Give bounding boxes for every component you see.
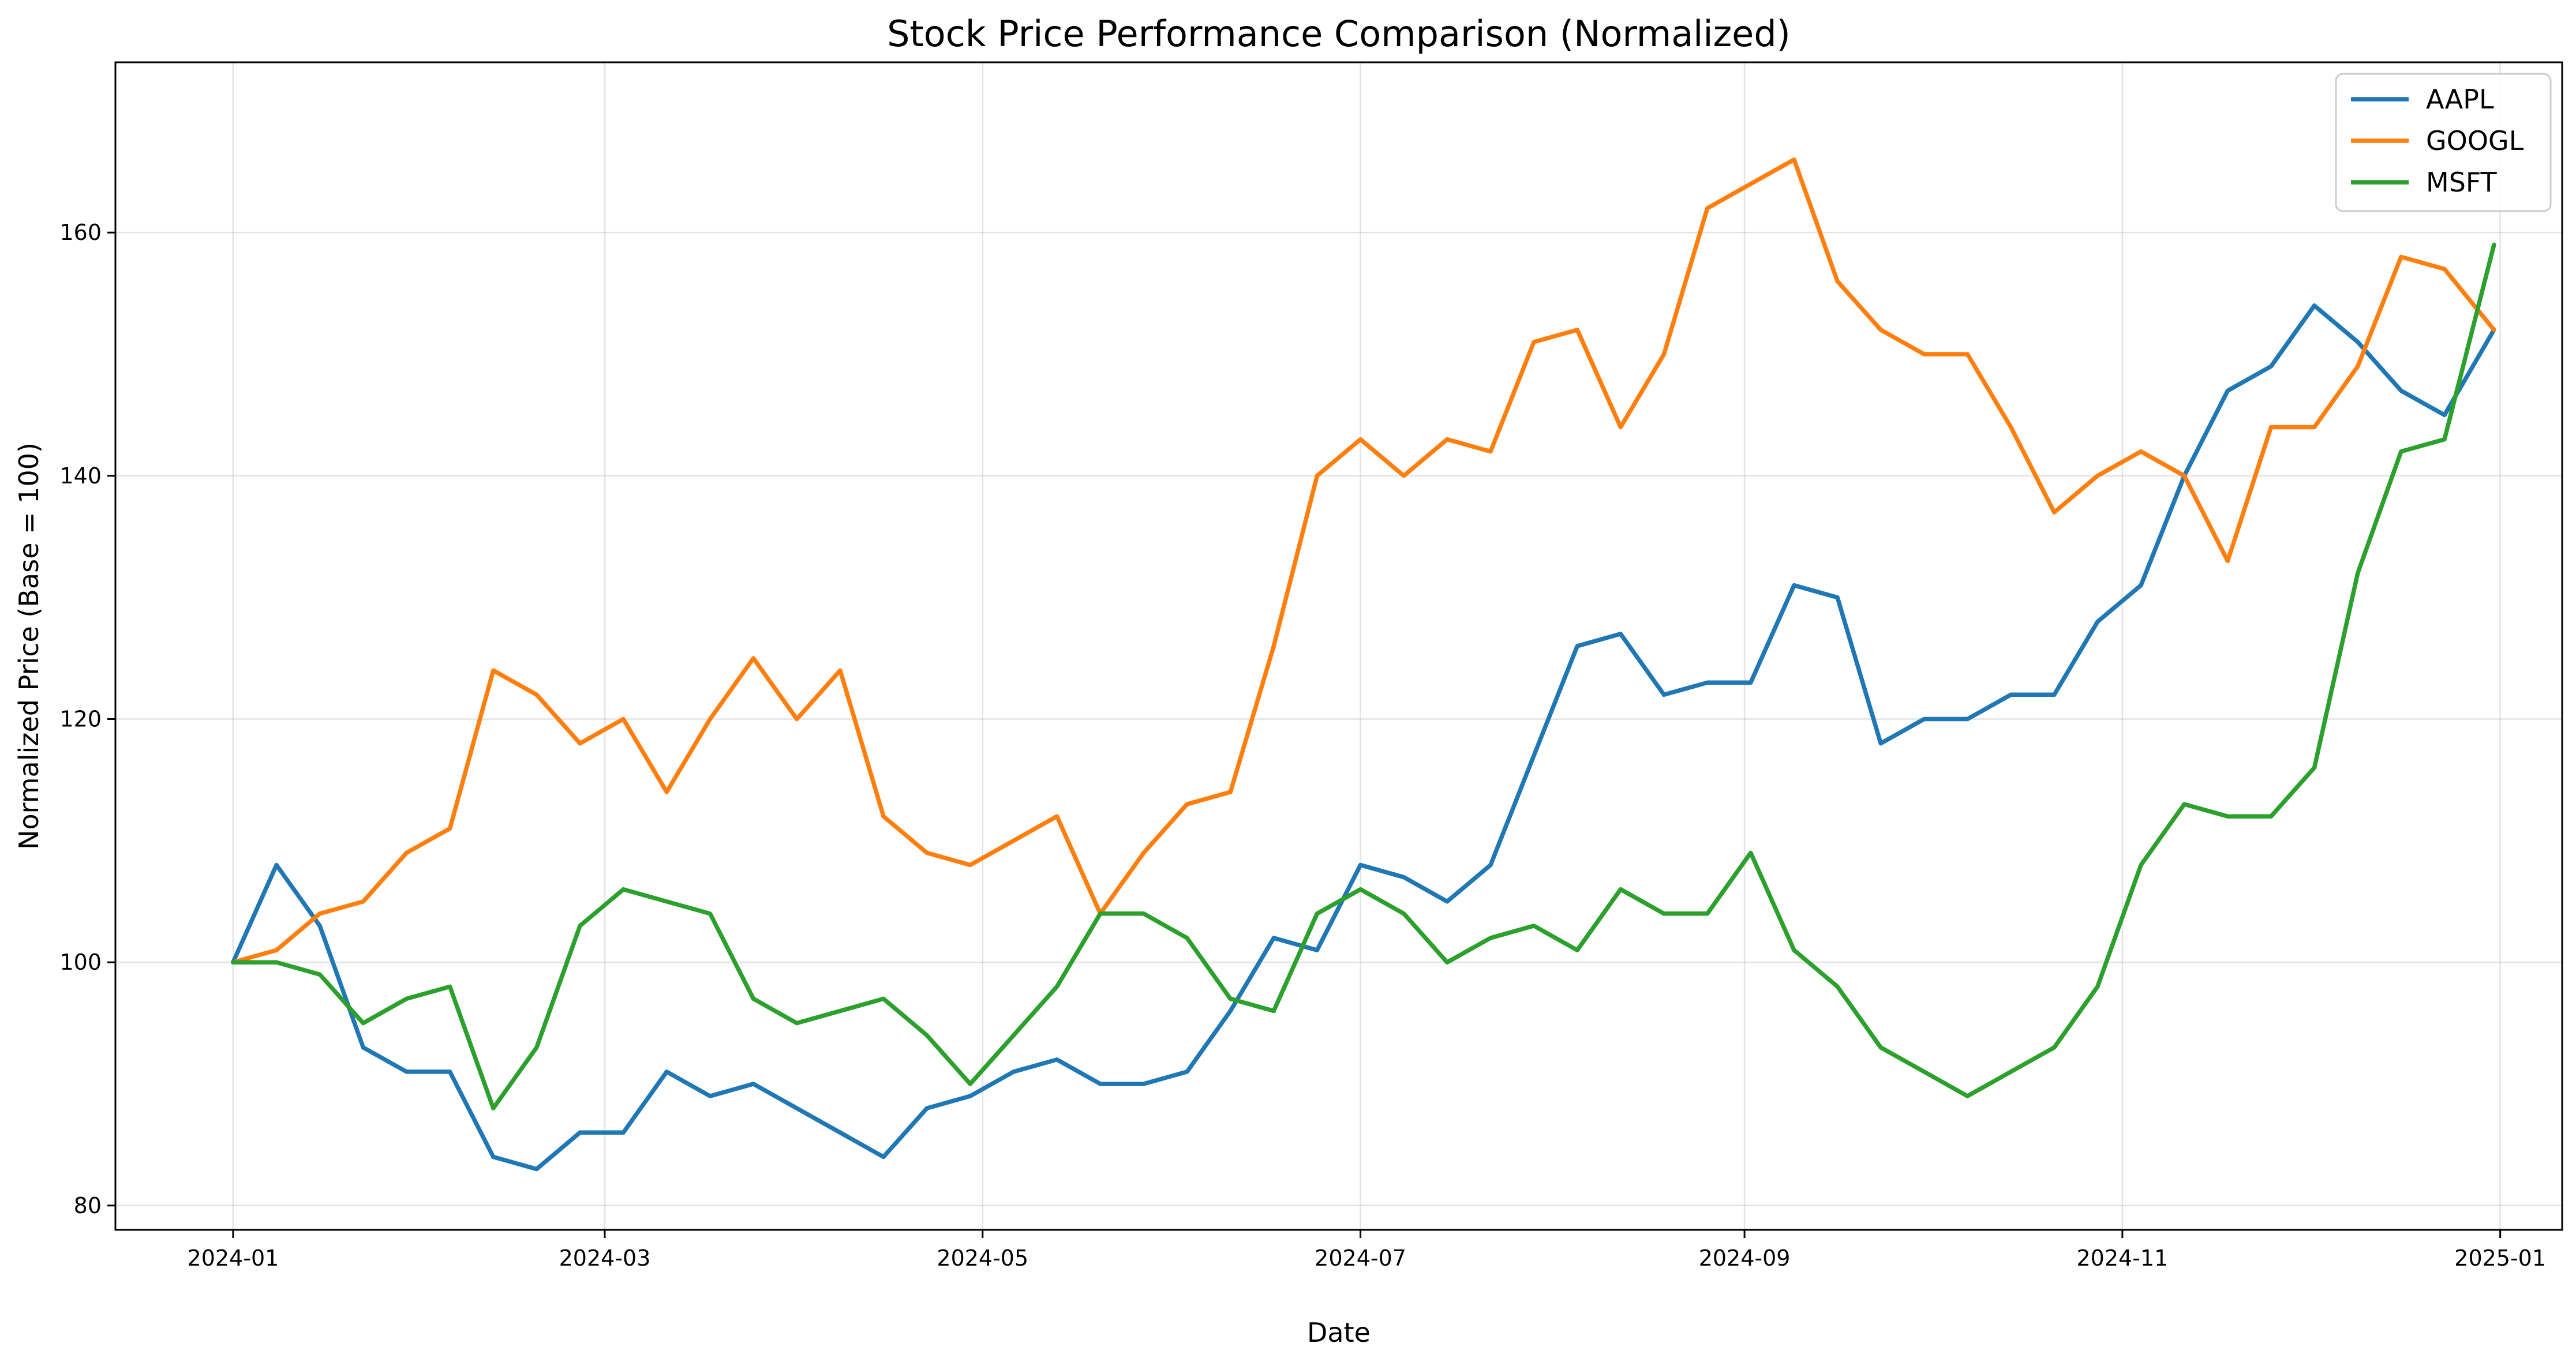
legend-label-msft: MSFT (2426, 167, 2498, 198)
plot-frame (114, 61, 2563, 1231)
x-axis-label: Date (1307, 1317, 1371, 1348)
x-tick-label: 2025-01 (2454, 1245, 2546, 1271)
legend-label-aapl: AAPL (2426, 84, 2494, 115)
x-tick-label: 2024-03 (559, 1245, 651, 1271)
x-tick-label: 2024-07 (1315, 1245, 1406, 1271)
x-gridlines (232, 62, 2501, 1230)
plot-area (114, 61, 2563, 1231)
x-tick-label: 2024-05 (937, 1245, 1028, 1271)
y-axis-ticks: 80 100 120 140 160 (59, 220, 115, 1218)
series-line-msft (231, 242, 2496, 1110)
legend-items: AAPL GOOGL MSFT (2351, 84, 2524, 198)
series-lines (231, 157, 2496, 1172)
x-tick-label: 2024-01 (188, 1245, 279, 1271)
y-axis-label: Normalized Price (Base = 100) (13, 442, 44, 850)
legend-label-googl: GOOGL (2426, 125, 2524, 156)
x-tick-label: 2024-09 (1699, 1245, 1791, 1271)
y-tick-label: 160 (59, 220, 102, 245)
y-tick-label: 120 (59, 707, 102, 732)
plot-background (115, 62, 2562, 1230)
x-tick-label: 2024-11 (2076, 1245, 2168, 1271)
series-line-aapl (231, 303, 2496, 1172)
chart-title: Stock Price Performance Comparison (Norm… (887, 13, 1791, 55)
y-tick-label: 140 (59, 463, 102, 489)
y-tick-label: 100 (59, 950, 102, 975)
legend-box (2335, 73, 2552, 212)
y-tick-label: 80 (74, 1193, 102, 1218)
y-gridlines (115, 231, 2562, 1207)
series-line-googl (231, 157, 2496, 965)
legend: AAPL GOOGL MSFT (2335, 73, 2552, 212)
x-axis-ticks: 2024-01 2024-03 2024-05 2024-07 2024-09 2024-… (188, 1230, 2546, 1271)
